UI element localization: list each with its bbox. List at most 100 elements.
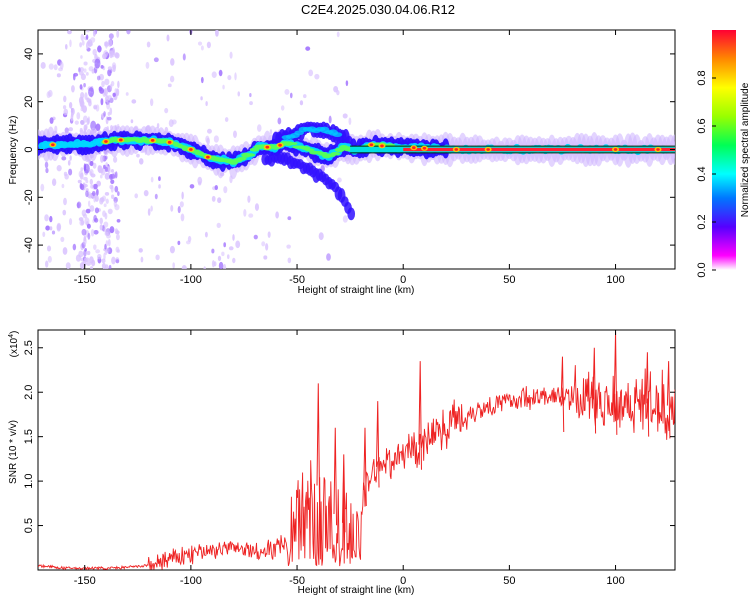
noise-speck <box>47 255 52 263</box>
noise-speck <box>40 62 46 69</box>
noise-speck <box>93 195 96 203</box>
snr-ytick-label: 1.5 <box>23 429 35 444</box>
noise-speck <box>96 188 99 196</box>
colorbar-gradient <box>712 30 736 270</box>
noise-speck <box>103 203 107 208</box>
noise-speck <box>100 98 104 106</box>
spectrogram-xtick-label: -100 <box>180 274 202 286</box>
noise-speck <box>286 244 291 249</box>
noise-speck <box>63 197 67 206</box>
noise-speck <box>217 197 222 204</box>
noise-speck <box>76 201 82 209</box>
noise-speck <box>85 190 89 198</box>
noise-speck <box>90 184 94 189</box>
noise-speck <box>213 135 219 143</box>
noise-speck <box>113 156 118 163</box>
noise-speck <box>74 120 79 125</box>
noise-speck <box>110 52 116 58</box>
noise-speck <box>60 236 65 242</box>
noise-speck <box>138 158 144 165</box>
snr-panel: -150 -100 -50 0 50 100 0.5 1.0 1.5 2.0 2.5 Height … <box>8 329 676 596</box>
noise-speck <box>83 68 87 73</box>
noise-speck <box>138 248 143 253</box>
noise-speck <box>115 233 120 241</box>
ridge-hotspots <box>49 137 662 160</box>
noise-speck <box>89 205 95 212</box>
noise-speck <box>218 69 223 77</box>
noise-speck <box>206 41 211 49</box>
hotspot-core <box>454 148 459 151</box>
snr-xtick-label: -100 <box>180 575 202 587</box>
snr-xtick-label: 0 <box>400 575 406 587</box>
noise-speck <box>61 183 65 189</box>
noise-speck <box>71 85 75 93</box>
colorbar-tick-label: 0.8 <box>696 70 708 85</box>
noise-speck <box>314 73 320 80</box>
noise-speck <box>67 30 72 35</box>
noise-speck <box>92 30 96 37</box>
noise-speck <box>78 250 84 258</box>
noise-speck <box>89 160 94 167</box>
noise-speck <box>69 39 72 48</box>
hotspot-core <box>119 138 123 142</box>
noise-speck <box>77 179 82 184</box>
noise-speck <box>222 84 225 90</box>
noise-speck <box>68 218 73 226</box>
noise-speck <box>99 87 105 94</box>
noise-speck <box>265 243 269 251</box>
noise-speck <box>155 254 160 261</box>
noise-speck <box>267 231 271 238</box>
noise-speck <box>104 231 109 236</box>
noise-speck <box>88 100 92 107</box>
noise-speck <box>42 231 46 237</box>
ridge-green-cell <box>330 151 341 156</box>
noise-speck <box>205 101 208 107</box>
noise-speck <box>233 130 237 139</box>
noise-speck <box>94 217 99 223</box>
noise-speck <box>140 256 144 263</box>
noise-speck <box>261 241 266 247</box>
noise-speck <box>348 117 352 125</box>
noise-speck <box>153 57 159 63</box>
spectrogram-ytick-label: -40 <box>23 237 35 253</box>
noise-speck <box>49 215 53 223</box>
noise-speck <box>51 230 56 235</box>
snr-spike <box>363 427 367 507</box>
noise-speck <box>44 161 49 169</box>
noise-speck <box>89 256 94 264</box>
noise-speck <box>114 185 119 193</box>
noise-speck <box>228 246 234 251</box>
noise-speck <box>110 173 116 179</box>
noise-speck <box>110 80 115 87</box>
noise-speck <box>92 48 97 56</box>
noise-speck <box>87 232 91 240</box>
noise-speck <box>67 160 71 166</box>
spectrogram-ylabel: Frequency (Hz) <box>8 116 19 185</box>
noise-speck <box>90 266 94 269</box>
noise-speck <box>107 111 111 116</box>
noise-speck <box>243 208 247 217</box>
noise-speck <box>68 127 74 132</box>
noise-speck <box>254 203 260 211</box>
noise-speck <box>104 166 108 173</box>
noise-speck <box>181 191 184 200</box>
noise-speck <box>84 92 88 100</box>
noise-speck <box>108 33 114 40</box>
noise-speck <box>232 257 236 264</box>
noise-speck <box>107 69 112 77</box>
noise-speck <box>45 225 51 231</box>
noise-speck <box>235 240 241 249</box>
ridge-green-cell <box>245 153 256 157</box>
noise-speck <box>248 213 254 218</box>
spectrogram-ytick-label: 20 <box>23 96 35 108</box>
spectrogram-xtick-label: 50 <box>503 274 515 286</box>
noise-speck <box>108 265 112 269</box>
noise-speck <box>289 92 293 99</box>
snr-ylabel: SNR (10 * v/v) <box>8 420 19 484</box>
upper-cyan <box>281 126 343 140</box>
noise-speck <box>91 190 96 197</box>
noise-speck <box>107 166 111 174</box>
noise-speck <box>86 223 91 229</box>
noise-speck <box>147 208 151 216</box>
hotspot-core <box>412 146 416 150</box>
